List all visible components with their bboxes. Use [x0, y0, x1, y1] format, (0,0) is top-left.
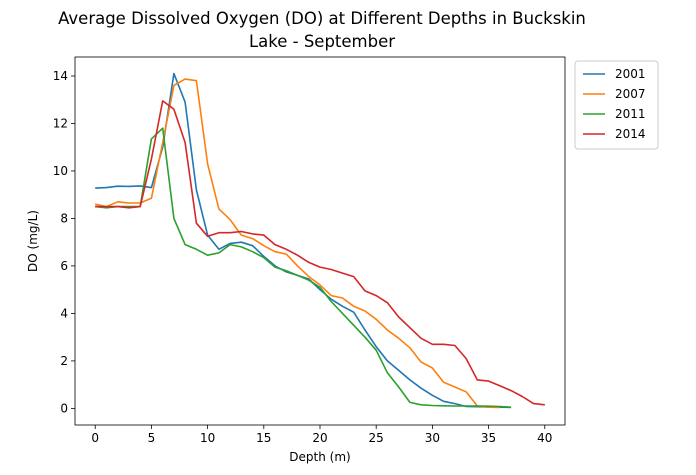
- x-axis-ticks: 0 5 10 15 20 25 30 35 40: [91, 425, 552, 445]
- x-tick-label: 20: [312, 431, 327, 445]
- x-tick-label: 35: [481, 431, 496, 445]
- y-tick-label: 10: [53, 164, 68, 178]
- series-line-2007: [95, 78, 500, 409]
- x-tick-label: 5: [148, 431, 156, 445]
- chart-title-line-1: Average Dissolved Oxygen (DO) at Differe…: [58, 9, 586, 28]
- x-tick-label: 30: [425, 431, 440, 445]
- legend-label-2014: 2014: [615, 127, 646, 141]
- legend-box: [574, 60, 659, 150]
- y-axis-label: DO (mg/L): [26, 210, 40, 272]
- series-line-2011: [95, 127, 512, 408]
- y-tick-label: 4: [60, 306, 68, 320]
- y-tick-label: 12: [53, 116, 68, 130]
- chart-title: Average Dissolved Oxygen (DO) at Differe…: [58, 9, 586, 51]
- y-tick-label: 6: [60, 259, 68, 273]
- x-tick-label: 0: [91, 431, 99, 445]
- chart-title-line-2: Lake - September: [249, 32, 395, 51]
- y-tick-label: 14: [53, 69, 68, 83]
- y-tick-label: 8: [60, 211, 68, 225]
- x-tick-label: 10: [200, 431, 215, 445]
- y-axis-ticks: 0 2 4 6 8 10 12 14: [53, 69, 75, 415]
- x-tick-label: 25: [369, 431, 384, 445]
- axes-frame: [74, 56, 566, 426]
- series-group: [95, 72, 545, 409]
- y-tick-label: 2: [60, 354, 68, 368]
- legend-label-2001: 2001: [615, 67, 646, 81]
- legend: 2001 2007 2011 2014: [574, 60, 659, 150]
- legend-label-2007: 2007: [615, 87, 646, 101]
- x-axis-label: Depth (m): [289, 450, 350, 464]
- x-tick-label: 15: [256, 431, 271, 445]
- x-tick-label: 40: [537, 431, 552, 445]
- series-line-2014: [95, 100, 545, 406]
- y-tick-label: 0: [60, 401, 68, 415]
- legend-label-2011: 2011: [615, 107, 646, 121]
